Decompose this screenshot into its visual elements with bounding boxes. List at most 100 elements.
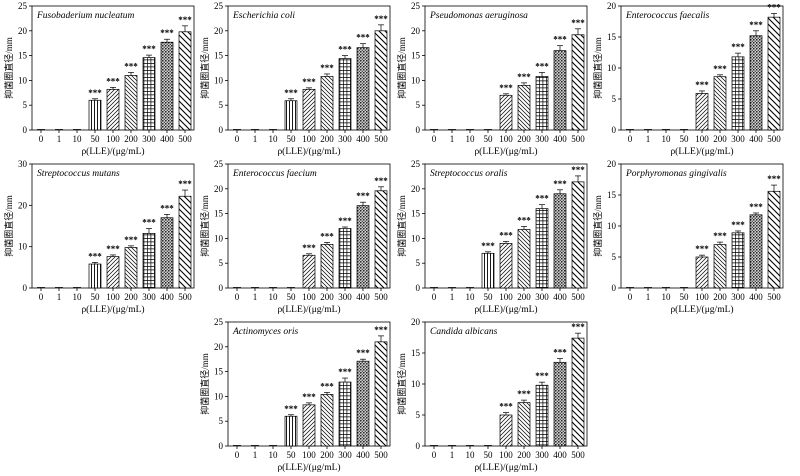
y-tick-label: 15 xyxy=(607,190,617,200)
y-tick-label: 0 xyxy=(23,125,28,135)
x-axis-label: ρ(LLE)/(μg/mL) xyxy=(81,304,144,315)
x-tick-label: 1 xyxy=(646,292,651,302)
significance-label: *** xyxy=(767,174,781,184)
bar xyxy=(713,76,727,131)
bar xyxy=(499,94,513,131)
x-tick-label: 300 xyxy=(338,134,352,144)
y-tick-label: 25 xyxy=(18,1,28,11)
significance-label: *** xyxy=(767,2,781,12)
significance-label: *** xyxy=(284,404,298,414)
significance-label: *** xyxy=(481,241,495,251)
x-tick-label: 50 xyxy=(287,450,297,460)
significance-label: *** xyxy=(553,179,567,189)
x-tick-label: 100 xyxy=(499,292,513,302)
x-tick-label: 400 xyxy=(356,292,370,302)
y-tick-label: 0 xyxy=(416,441,421,451)
y-tick-label: 0 xyxy=(219,441,224,451)
significance-label: *** xyxy=(374,176,388,186)
bar xyxy=(749,35,763,131)
x-tick-label: 300 xyxy=(535,292,549,302)
x-tick-label: 500 xyxy=(571,450,585,460)
significance-label: *** xyxy=(302,77,316,87)
chart-panel: 0 10 20 30 抑菌圈直径/mm Streptococcus mutans 0 1 10 5… xyxy=(3,159,195,315)
significance-label: *** xyxy=(338,367,352,377)
y-tick-label: 20 xyxy=(214,342,224,352)
y-tick-label: 0 xyxy=(219,283,224,293)
significance-label: *** xyxy=(731,42,745,52)
chart-panel: 0 5 10 15 20 25 抑菌圈直径/mm Escherichia coli 0 1 10 50… xyxy=(199,1,391,157)
bar xyxy=(320,76,334,131)
significance-label: *** xyxy=(731,220,745,230)
x-axis-label: ρ(LLE)/(μg/mL) xyxy=(81,146,144,157)
x-tick-label: 10 xyxy=(662,134,672,144)
chart-title: Pseudomonas aeruginosa xyxy=(429,11,528,21)
significance-label: *** xyxy=(284,88,298,98)
bar xyxy=(749,214,763,289)
significance-label: *** xyxy=(302,392,316,402)
y-tick-label: 25 xyxy=(214,159,224,169)
y-tick-label: 15 xyxy=(411,348,421,358)
y-tick-label: 15 xyxy=(18,51,28,61)
bar xyxy=(517,85,531,131)
significance-label: *** xyxy=(374,325,388,335)
bar xyxy=(302,404,316,447)
y-tick-label: 15 xyxy=(411,209,421,219)
significance-label: *** xyxy=(356,191,370,201)
x-tick-label: 200 xyxy=(517,450,531,460)
x-tick-label: 400 xyxy=(356,134,370,144)
bar xyxy=(767,190,781,289)
bar xyxy=(767,16,781,131)
bar xyxy=(284,415,298,447)
bar xyxy=(571,337,585,447)
y-tick-label: 10 xyxy=(18,75,28,85)
x-axis-label: ρ(LLE)/(μg/mL) xyxy=(670,146,733,157)
x-tick-label: 10 xyxy=(269,292,279,302)
y-tick-label: 5 xyxy=(23,100,28,110)
significance-label: *** xyxy=(320,63,334,73)
x-tick-label: 1 xyxy=(253,292,258,302)
significance-label: *** xyxy=(302,243,316,253)
y-tick-label: 20 xyxy=(607,159,617,169)
x-tick-label: 100 xyxy=(695,292,709,302)
x-axis-label: ρ(LLE)/(μg/mL) xyxy=(277,462,340,473)
y-tick-label: 10 xyxy=(18,242,28,252)
chart-title: Escherichia coli xyxy=(232,11,295,21)
bar xyxy=(338,381,352,447)
x-tick-label: 50 xyxy=(680,292,690,302)
bar xyxy=(356,47,370,131)
y-tick-label: 0 xyxy=(23,283,28,293)
y-axis-label: 抑菌圈直径/mm xyxy=(396,353,407,415)
y-tick-label: 5 xyxy=(416,100,421,110)
bar xyxy=(178,31,192,131)
bar xyxy=(553,361,567,447)
x-tick-label: 300 xyxy=(535,450,549,460)
significance-label: *** xyxy=(142,44,156,54)
x-tick-label: 200 xyxy=(320,134,334,144)
significance-label: *** xyxy=(320,381,334,391)
x-tick-label: 300 xyxy=(731,292,745,302)
bar xyxy=(302,88,316,131)
x-tick-label: 10 xyxy=(466,134,476,144)
x-tick-label: 100 xyxy=(695,134,709,144)
y-tick-label: 15 xyxy=(214,209,224,219)
x-tick-label: 200 xyxy=(713,292,727,302)
bar xyxy=(713,244,727,289)
significance-label: *** xyxy=(535,371,549,381)
bar xyxy=(553,50,567,131)
x-tick-label: 50 xyxy=(484,450,494,460)
x-tick-label: 300 xyxy=(535,134,549,144)
x-tick-label: 500 xyxy=(767,292,781,302)
significance-label: *** xyxy=(106,76,120,86)
y-tick-label: 10 xyxy=(411,379,421,389)
bar xyxy=(535,384,549,447)
x-tick-label: 10 xyxy=(662,292,672,302)
x-tick-label: 0 xyxy=(235,450,240,460)
y-axis-label: 抑菌圈直径/mm xyxy=(3,37,14,99)
x-tick-label: 0 xyxy=(432,292,437,302)
x-tick-label: 400 xyxy=(749,292,763,302)
x-tick-label: 10 xyxy=(269,450,279,460)
x-tick-label: 200 xyxy=(320,450,334,460)
x-tick-label: 50 xyxy=(484,292,494,302)
x-tick-label: 100 xyxy=(302,134,316,144)
